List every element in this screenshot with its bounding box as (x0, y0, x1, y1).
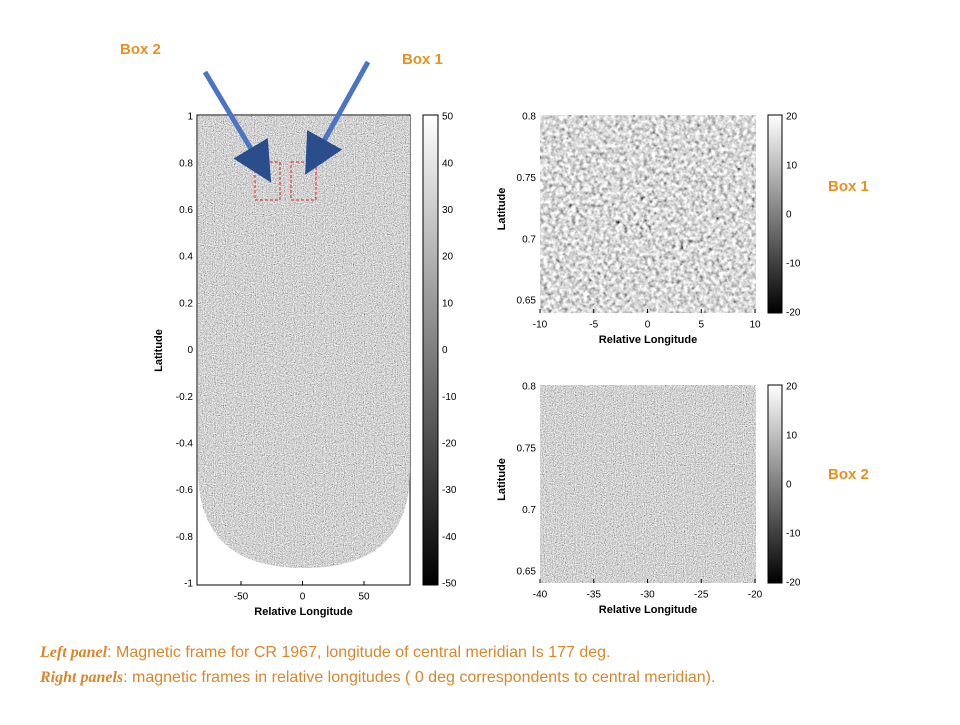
y-tick-label: 0.8 (522, 112, 536, 123)
x-tick-label: -35 (587, 590, 602, 601)
y-tick-label: 0.4 (179, 252, 193, 263)
y-axis-label: Latitude (496, 188, 508, 231)
caption-label: Left panel (39, 644, 108, 661)
y-tick-label: -0.4 (176, 439, 194, 450)
caption: Right panels: magnetic frames in relativ… (39, 669, 715, 687)
y-tick-label: 0.7 (522, 234, 536, 245)
colorbar-tick-label: 40 (442, 158, 454, 169)
colorbar-tick-label: 20 (442, 252, 454, 263)
x-tick-label: -20 (748, 590, 763, 601)
callout: Box 1 (828, 178, 869, 195)
x-tick-label: 10 (749, 320, 761, 331)
caption: Left panel: Magnetic frame for CR 1967, … (39, 644, 610, 662)
box1-magnetogram (539, 114, 757, 314)
colorbar (422, 114, 439, 586)
colorbar (767, 384, 783, 584)
colorbar-tick-label: -50 (442, 579, 457, 590)
y-tick-label: 0.8 (522, 382, 536, 393)
arrow (202, 70, 272, 183)
x-tick-label: 0 (300, 592, 306, 603)
box2-magnetogram (539, 384, 757, 584)
colorbar-tick-label: -40 (442, 532, 457, 543)
colorbar-tick-label: 10 (786, 431, 798, 442)
y-tick-label: -0.2 (176, 392, 194, 403)
colorbar-tick-label: -20 (786, 578, 801, 589)
x-tick-label: -30 (640, 590, 655, 601)
x-tick-label: -50 (234, 592, 249, 603)
y-tick-label: -0.6 (176, 485, 194, 496)
colorbar-tick-label: 10 (442, 298, 454, 309)
y-tick-label: 0.65 (517, 296, 537, 307)
colorbar-tick-label: 20 (786, 382, 798, 393)
box1-region (290, 161, 317, 201)
x-tick-label: -40 (533, 590, 548, 601)
x-tick-label: -25 (694, 590, 709, 601)
caption-text: : Magnetic frame for CR 1967, longitude … (107, 644, 610, 661)
x-axis-label: Relative Longitude (599, 604, 697, 616)
x-axis-label: Relative Longitude (254, 606, 352, 618)
colorbar-tick-label: -10 (442, 392, 457, 403)
y-tick-label: 0.65 (517, 567, 537, 578)
y-tick-label: -0.8 (176, 532, 194, 543)
colorbar-tick-label: -20 (442, 439, 457, 450)
y-tick-label: 1 (187, 112, 193, 123)
callout: Box 1 (402, 51, 443, 68)
callout: Box 2 (120, 41, 161, 58)
x-tick-label: -5 (589, 320, 598, 331)
y-tick-label: 0.6 (179, 205, 193, 216)
left-magnetogram (198, 116, 410, 568)
colorbar-tick-label: 0 (442, 345, 448, 356)
colorbar-tick-label: 0 (786, 480, 792, 491)
callout: Box 2 (828, 466, 869, 483)
colorbar-tick-label: 50 (442, 112, 454, 123)
x-axis-label: Relative Longitude (599, 334, 697, 346)
caption-label: Right panels (39, 669, 123, 686)
y-tick-label: 0.75 (517, 173, 537, 184)
y-axis-label: Latitude (153, 329, 165, 372)
y-tick-label: -1 (184, 579, 193, 590)
colorbar-tick-label: -20 (786, 308, 801, 319)
arrow (305, 60, 371, 175)
x-tick-label: 0 (645, 320, 651, 331)
y-axis-label: Latitude (496, 458, 508, 501)
y-tick-label: 0 (187, 345, 193, 356)
colorbar-tick-label: 20 (786, 112, 798, 123)
x-tick-label: 5 (698, 320, 704, 331)
colorbar-tick-label: 10 (786, 161, 798, 172)
colorbar-tick-label: -30 (442, 485, 457, 496)
y-tick-label: 0.7 (522, 505, 536, 516)
y-tick-label: 0.2 (179, 298, 193, 309)
y-tick-label: 0.8 (179, 158, 193, 169)
colorbar-tick-label: -10 (786, 259, 801, 270)
colorbar-tick-label: -10 (786, 529, 801, 540)
y-tick-label: 0.75 (517, 443, 537, 454)
x-tick-label: 50 (358, 592, 370, 603)
colorbar-tick-label: 0 (786, 210, 792, 221)
caption-text: : magnetic frames in relative longitudes… (123, 669, 715, 686)
x-tick-label: -10 (533, 320, 548, 331)
colorbar-tick-label: 30 (442, 205, 454, 216)
colorbar (767, 114, 783, 314)
